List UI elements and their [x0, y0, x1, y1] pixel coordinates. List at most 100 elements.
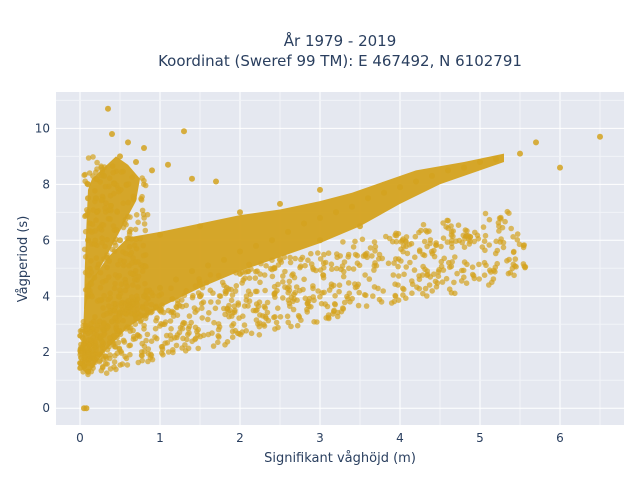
scatter-point: [165, 161, 171, 168]
scatter-point: [135, 273, 142, 280]
scatter-point: [482, 232, 489, 239]
scatter-point: [321, 251, 327, 258]
scatter-point: [320, 272, 327, 278]
scatter-point: [123, 182, 130, 189]
scatter-point: [189, 294, 196, 301]
scatter-point: [305, 257, 311, 264]
scatter-point: [444, 239, 451, 245]
scatter-point: [288, 323, 294, 330]
scatter-point: [281, 254, 288, 260]
scatter-point: [454, 270, 460, 277]
y-tick-label: 8: [42, 177, 50, 191]
scatter-point: [118, 281, 125, 288]
scatter-point: [152, 325, 159, 332]
scatter-point: [280, 295, 286, 301]
scatter-point: [317, 237, 323, 244]
scatter-point: [176, 302, 183, 309]
scatter-point: [184, 336, 190, 343]
scatter-point: [285, 319, 292, 326]
scatter-point: [191, 305, 198, 311]
y-tick-label: 2: [42, 345, 50, 359]
scatter-point: [77, 365, 83, 372]
scatter-point: [450, 228, 457, 234]
scatter-point: [443, 275, 450, 282]
scatter-point: [101, 319, 107, 326]
scatter-point: [85, 237, 91, 244]
scatter-point: [104, 347, 111, 353]
scatter-point: [504, 208, 511, 215]
scatter-point: [302, 262, 308, 269]
scatter-point: [89, 293, 95, 300]
scatter-point: [182, 342, 188, 348]
scatter-point: [476, 276, 483, 282]
scatter-point: [390, 272, 397, 278]
scatter-point: [183, 288, 189, 294]
scatter-point: [104, 361, 110, 367]
scatter-point: [96, 297, 103, 303]
scatter-point: [112, 314, 118, 321]
scatter-point: [104, 236, 110, 243]
scatter-point: [137, 318, 144, 325]
scatter-point: [326, 287, 333, 293]
scatter-point: [168, 326, 174, 332]
scatter-point: [362, 272, 368, 278]
scatter-point: [427, 237, 434, 243]
scatter-point: [288, 294, 295, 301]
scatter-point: [287, 303, 293, 310]
scatter-point: [97, 269, 104, 276]
scatter-point: [127, 351, 133, 358]
scatter-point: [93, 169, 99, 175]
scatter-point: [506, 256, 512, 263]
scatter-point: [126, 244, 133, 250]
y-tick-label: 6: [42, 233, 50, 247]
scatter-point: [125, 199, 131, 206]
scatter-point: [253, 317, 260, 323]
scatter-point: [130, 282, 136, 288]
scatter-point: [113, 227, 120, 233]
scatter-point: [401, 271, 407, 278]
scatter-point: [222, 342, 228, 348]
scatter-point: [446, 286, 453, 293]
scatter-point: [336, 282, 343, 289]
x-tick-label: 0: [76, 431, 84, 445]
scatter-point: [192, 283, 199, 289]
scatter-point: [102, 205, 108, 211]
scatter-point: [466, 241, 473, 247]
scatter-point: [109, 131, 115, 137]
scatter-point: [321, 289, 327, 296]
scatter-point: [125, 139, 131, 146]
scatter-point: [463, 280, 470, 287]
scatter-point: [93, 217, 99, 223]
scatter-point: [308, 250, 314, 257]
scatter-point: [101, 332, 107, 338]
scatter-point: [125, 213, 131, 220]
scatter-point: [256, 332, 263, 338]
scatter-point: [142, 315, 149, 322]
scatter-point: [143, 301, 150, 307]
scatter-point: [346, 265, 352, 272]
scatter-point: [471, 238, 478, 245]
scatter-point: [85, 155, 92, 161]
scatter-point: [354, 283, 360, 290]
scatter-point: [88, 258, 94, 264]
scatter-point: [130, 327, 136, 334]
scatter-point: [208, 299, 214, 305]
scatter-point: [461, 244, 468, 250]
scatter-point: [124, 324, 131, 330]
scatter-point: [133, 159, 139, 165]
scatter-point: [367, 245, 374, 251]
scatter-point: [231, 309, 238, 315]
scatter-point: [128, 249, 135, 256]
scatter-point: [263, 263, 269, 269]
scatter-point: [103, 370, 110, 377]
scatter-point: [133, 315, 139, 322]
scatter-point: [310, 294, 317, 300]
scatter-point: [142, 227, 149, 234]
scatter-point: [111, 359, 118, 365]
scatter-point: [317, 214, 323, 221]
scatter-point: [98, 367, 105, 374]
scatter-point: [498, 216, 504, 222]
scatter-point: [418, 227, 424, 234]
scatter-point: [203, 279, 210, 286]
scatter-point: [114, 274, 121, 281]
